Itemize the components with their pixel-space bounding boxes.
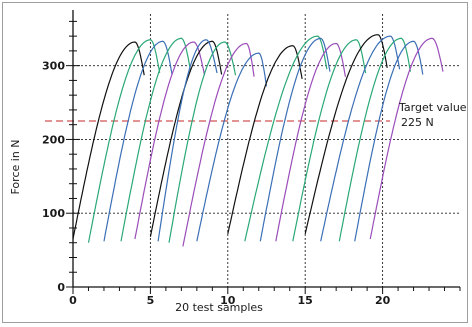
y-tick-label: 300 <box>42 60 65 73</box>
force-curve-19 <box>354 40 424 242</box>
x-tick-label: 15 <box>298 294 313 307</box>
force-curve-11 <box>227 45 303 235</box>
force-curve-2 <box>87 39 161 243</box>
force-curve-13 <box>259 37 331 242</box>
chart-frame: 0 5 10 15 20 0 100 200 300 20 test samples Force… <box>2 2 468 323</box>
force-curve-4 <box>120 37 192 242</box>
label-layer: 20 test samples Force in N Target value … <box>9 101 467 314</box>
force-curve-12 <box>244 35 328 242</box>
force-curve-14 <box>275 42 346 242</box>
force-curve-6 <box>149 40 223 237</box>
x-tick-label: 20 <box>375 294 391 307</box>
force-curve-5 <box>134 41 206 240</box>
x-tick-label: 0 <box>69 294 77 307</box>
curve-layer <box>72 34 444 247</box>
x-tick-label: 5 <box>147 294 155 307</box>
y-tick-label: 200 <box>42 133 65 146</box>
target-value-number: 225 N <box>401 116 434 129</box>
force-curve-9 <box>182 42 255 247</box>
y-tick-label: 100 <box>42 207 65 220</box>
force-curve-20 <box>369 37 444 240</box>
force-curve-1 <box>72 41 145 240</box>
target-value-label: Target value <box>398 101 467 114</box>
force-curve-10 <box>196 52 268 242</box>
force-curve-18 <box>338 37 412 242</box>
y-tick-label: 0 <box>57 281 65 294</box>
force-curve-17 <box>320 35 401 242</box>
force-curve-8 <box>168 41 237 243</box>
x-axis-title: 20 test samples <box>175 301 263 314</box>
force-curve-3 <box>103 40 173 242</box>
y-axis-title: Force in N <box>9 139 22 194</box>
force-curve-15 <box>292 39 367 242</box>
x-tick-label: 10 <box>220 294 236 307</box>
force-curve-16 <box>304 34 388 235</box>
force-curve-7 <box>157 39 218 242</box>
